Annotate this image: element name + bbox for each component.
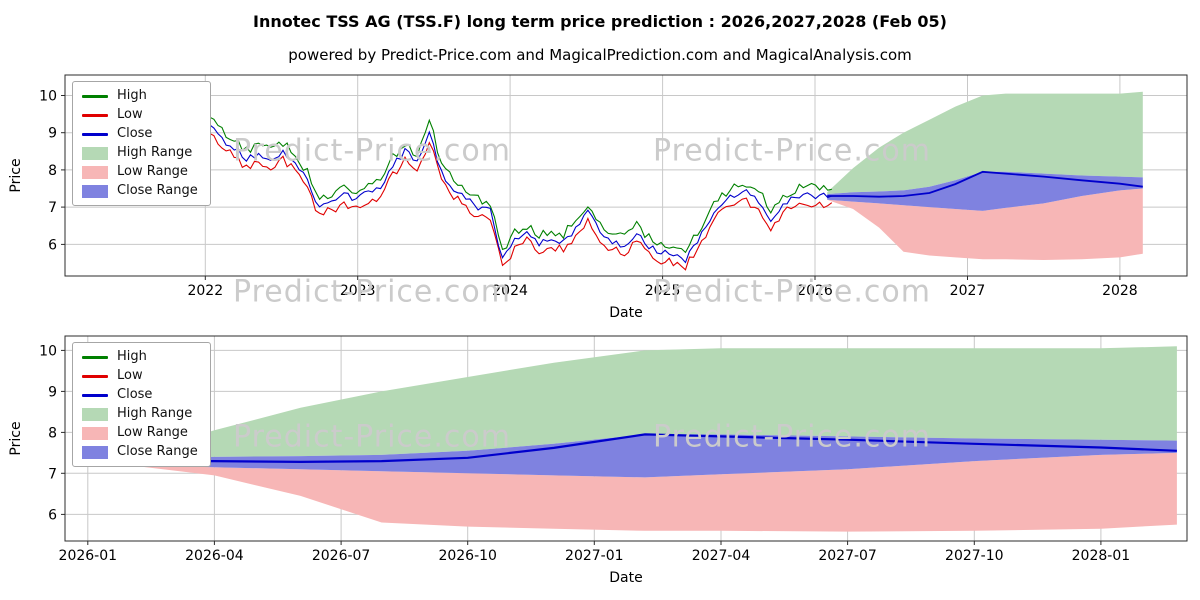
x-tick-label: 2026-01 bbox=[59, 548, 118, 564]
page-title: Innotec TSS AG (TSS.F) long term price p… bbox=[253, 12, 947, 31]
y-tick-label: 8 bbox=[48, 425, 57, 441]
y-tick-label: 9 bbox=[48, 126, 57, 142]
legend-item-close: Close bbox=[82, 388, 198, 402]
legend-patch-swatch bbox=[82, 165, 108, 179]
x-tick-label: 2026-04 bbox=[185, 548, 244, 564]
legend-line-swatch bbox=[82, 355, 108, 359]
x-axis-label: Date bbox=[609, 570, 642, 586]
x-tick-label: 2028 bbox=[1102, 283, 1138, 299]
legend-bottom-chart: High Low Close High Range Low Range Close Ran… bbox=[72, 342, 211, 467]
x-tick-label: 2023 bbox=[340, 283, 376, 299]
plot-border bbox=[64, 74, 1188, 277]
legend-line-swatch bbox=[82, 393, 108, 397]
legend-item-high: High bbox=[82, 89, 198, 103]
legend-item-high-range: High Range bbox=[82, 146, 198, 160]
legend-patch-swatch bbox=[82, 184, 108, 198]
legend-line-swatch bbox=[82, 374, 108, 378]
prediction-close-line bbox=[128, 433, 1177, 464]
watermark: Predict-Price.com bbox=[233, 133, 511, 169]
x-tick-label: 2027 bbox=[950, 283, 986, 299]
watermark: Predict-Price.com bbox=[653, 274, 931, 310]
watermark: Predict-Price.com bbox=[653, 419, 931, 455]
legend-line-swatch bbox=[82, 132, 108, 136]
top-chart: 2022 2023 2024 2025 2026 2027 2028 6 7 8 9 10 Date Pr… bbox=[8, 74, 1188, 321]
legend-item-low-range: Low Range bbox=[82, 165, 198, 179]
x-tick-label: 2026-07 bbox=[312, 548, 371, 564]
legend-item-close-range: Close Range bbox=[82, 445, 198, 459]
y-tick-label: 10 bbox=[39, 343, 57, 359]
x-axis-label: Date bbox=[609, 305, 642, 321]
x-tick-label: 2027-07 bbox=[818, 548, 877, 564]
low-range-area bbox=[827, 188, 1143, 260]
legend-line-swatch bbox=[82, 94, 108, 98]
legend-item-close: Close bbox=[82, 127, 198, 141]
x-tick-label: 2026 bbox=[797, 283, 833, 299]
y-tick-label: 8 bbox=[48, 163, 57, 179]
y-tick-label: 7 bbox=[48, 200, 57, 216]
legend-top-chart: High Low Close High Range Low Range Close Ran… bbox=[72, 81, 211, 206]
watermark: Predict-Price.com bbox=[233, 419, 511, 455]
y-tick-label: 10 bbox=[39, 89, 57, 105]
historical-high-line bbox=[136, 90, 832, 254]
x-tick-label: 2025 bbox=[645, 283, 681, 299]
plot-border bbox=[64, 335, 1188, 542]
y-tick-label: 6 bbox=[48, 237, 57, 253]
close-range-area bbox=[128, 434, 1177, 478]
legend-label: High Range bbox=[117, 145, 193, 160]
y-axis-label: Price bbox=[8, 158, 24, 192]
legend-label: High bbox=[117, 88, 147, 103]
legend-patch-swatch bbox=[82, 407, 108, 421]
legend-item-high-range: High Range bbox=[82, 407, 198, 421]
legend-item-low: Low bbox=[82, 369, 198, 383]
y-tick-label: 9 bbox=[48, 384, 57, 400]
legend-label: High Range bbox=[117, 406, 193, 421]
legend-label: Low Range bbox=[117, 425, 188, 440]
x-tick-label: 2027-10 bbox=[945, 548, 1004, 564]
legend-label: Low Range bbox=[117, 164, 188, 179]
y-tick-label: 7 bbox=[48, 466, 57, 482]
x-tick-label: 2027-01 bbox=[565, 548, 624, 564]
y-tick-label: 6 bbox=[48, 507, 57, 523]
x-tick-label: 2028-01 bbox=[1072, 548, 1131, 564]
bottom-chart: 2026-01 2026-04 2026-07 2026-10 2027-01 2027-… bbox=[8, 335, 1188, 586]
historical-close-line bbox=[136, 100, 832, 264]
x-tick-label: 2022 bbox=[187, 283, 223, 299]
legend-item-low-range: Low Range bbox=[82, 426, 198, 440]
legend-label: Low bbox=[117, 368, 143, 383]
legend-item-close-range: Close Range bbox=[82, 184, 198, 198]
close-range-area bbox=[827, 171, 1143, 211]
legend-label: High bbox=[117, 349, 147, 364]
x-tick-label: 2024 bbox=[492, 283, 528, 299]
watermark: Predict-Price.com bbox=[653, 133, 931, 169]
legend-line-swatch bbox=[82, 113, 108, 117]
high-range-area bbox=[128, 346, 1177, 459]
legend-label: Low bbox=[117, 107, 143, 122]
y-axis-label: Price bbox=[8, 421, 24, 455]
legend-patch-swatch bbox=[82, 146, 108, 160]
historical-low-line bbox=[136, 107, 833, 271]
legend-item-low: Low bbox=[82, 108, 198, 122]
legend-label: Close bbox=[117, 387, 153, 402]
x-tick-label: 2026-10 bbox=[438, 548, 497, 564]
legend-label: Close Range bbox=[117, 444, 198, 459]
x-tick-label: 2027-04 bbox=[692, 548, 751, 564]
prediction-close-line bbox=[827, 170, 1143, 198]
legend-label: Close bbox=[117, 126, 153, 141]
low-range-area bbox=[128, 452, 1177, 532]
high-range-area bbox=[827, 91, 1143, 195]
legend-label: Close Range bbox=[117, 183, 198, 198]
legend-patch-swatch bbox=[82, 426, 108, 440]
watermark: Predict-Price.com bbox=[233, 274, 511, 310]
page-subtitle: powered by Predict-Price.com and Magical… bbox=[288, 46, 912, 64]
legend-item-high: High bbox=[82, 350, 198, 364]
legend-patch-swatch bbox=[82, 445, 108, 459]
